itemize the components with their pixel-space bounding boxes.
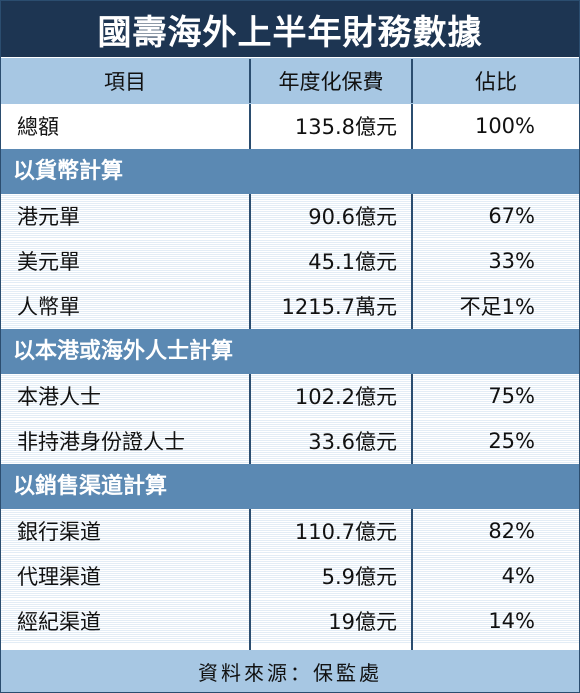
section-header-currency: 以貨幣計算 <box>1 149 579 194</box>
row-share: 75% <box>488 384 535 408</box>
table-title: 國壽海外上半年財務數據 <box>97 12 483 53</box>
column-divider <box>249 104 251 149</box>
header-premium: 年度化保費 <box>278 70 384 94</box>
row-amount: 1215.7萬元 <box>281 295 397 319</box>
row-share: 82% <box>488 519 535 543</box>
row-label: 經紀渠道 <box>17 610 101 634</box>
column-divider <box>411 104 413 149</box>
column-divider <box>411 59 413 103</box>
row-share: 33% <box>488 249 535 273</box>
row-share: 25% <box>488 429 535 453</box>
section-title: 以貨幣計算 <box>13 158 124 184</box>
row-amount: 5.9億元 <box>321 565 397 589</box>
section-header-residency: 以本港或海外人士計算 <box>1 329 579 374</box>
row-amount: 33.6億元 <box>308 430 397 454</box>
column-divider <box>411 374 413 464</box>
table-row-total: 總額 135.8億元 100% <box>1 104 579 148</box>
row-label: 總額 <box>17 115 59 139</box>
row-amount: 90.6億元 <box>308 205 397 229</box>
column-divider <box>249 509 251 650</box>
table-row: 美元單 45.1億元 33% <box>1 239 579 283</box>
row-share: 4% <box>501 564 535 588</box>
column-divider <box>249 59 251 103</box>
column-divider <box>411 194 413 329</box>
header-share: 佔比 <box>475 70 517 94</box>
row-label: 美元單 <box>17 250 80 274</box>
column-divider <box>411 509 413 650</box>
row-label: 非持港身份證人士 <box>17 430 185 454</box>
row-amount: 102.2億元 <box>294 385 397 409</box>
row-label: 人幣單 <box>17 295 80 319</box>
section-title: 以本港或海外人士計算 <box>13 338 234 364</box>
table-row: 港元單 90.6億元 67% <box>1 194 579 238</box>
row-label: 港元單 <box>17 205 80 229</box>
table-row: 本港人士 102.2億元 75% <box>1 374 579 418</box>
table-header: 項目 年度化保費 佔比 <box>1 57 579 104</box>
table-row: 人幣單 1215.7萬元 不足1% <box>1 284 579 328</box>
source-note: 資料來源：保監處 <box>198 660 382 685</box>
row-label: 代理渠道 <box>17 565 101 589</box>
table-row: 經紀渠道 19億元 14% <box>1 599 579 643</box>
row-amount: 19億元 <box>328 610 397 634</box>
table-row: 銀行渠道 110.7億元 82% <box>1 509 579 553</box>
section-title: 以銷售渠道計算 <box>13 473 168 499</box>
row-share: 67% <box>488 204 535 228</box>
row-amount: 135.8億元 <box>294 115 397 139</box>
table-title-bar: 國壽海外上半年財務數據 <box>1 1 579 57</box>
table-row: 非持港身份證人士 33.6億元 25% <box>1 419 579 463</box>
row-share: 不足1% <box>459 295 535 319</box>
column-divider <box>249 374 251 464</box>
table-row: 代理渠道 5.9億元 4% <box>1 554 579 598</box>
row-share: 100% <box>474 114 535 138</box>
row-label: 銀行渠道 <box>17 520 101 544</box>
section-header-channel: 以銷售渠道計算 <box>1 464 579 509</box>
row-label: 本港人士 <box>17 385 101 409</box>
row-amount: 110.7億元 <box>294 520 397 544</box>
row-share: 14% <box>488 609 535 633</box>
row-amount: 45.1億元 <box>308 250 397 274</box>
column-divider <box>249 194 251 329</box>
header-item: 項目 <box>104 70 146 94</box>
source-footer: 資料來源：保監處 <box>1 650 579 692</box>
